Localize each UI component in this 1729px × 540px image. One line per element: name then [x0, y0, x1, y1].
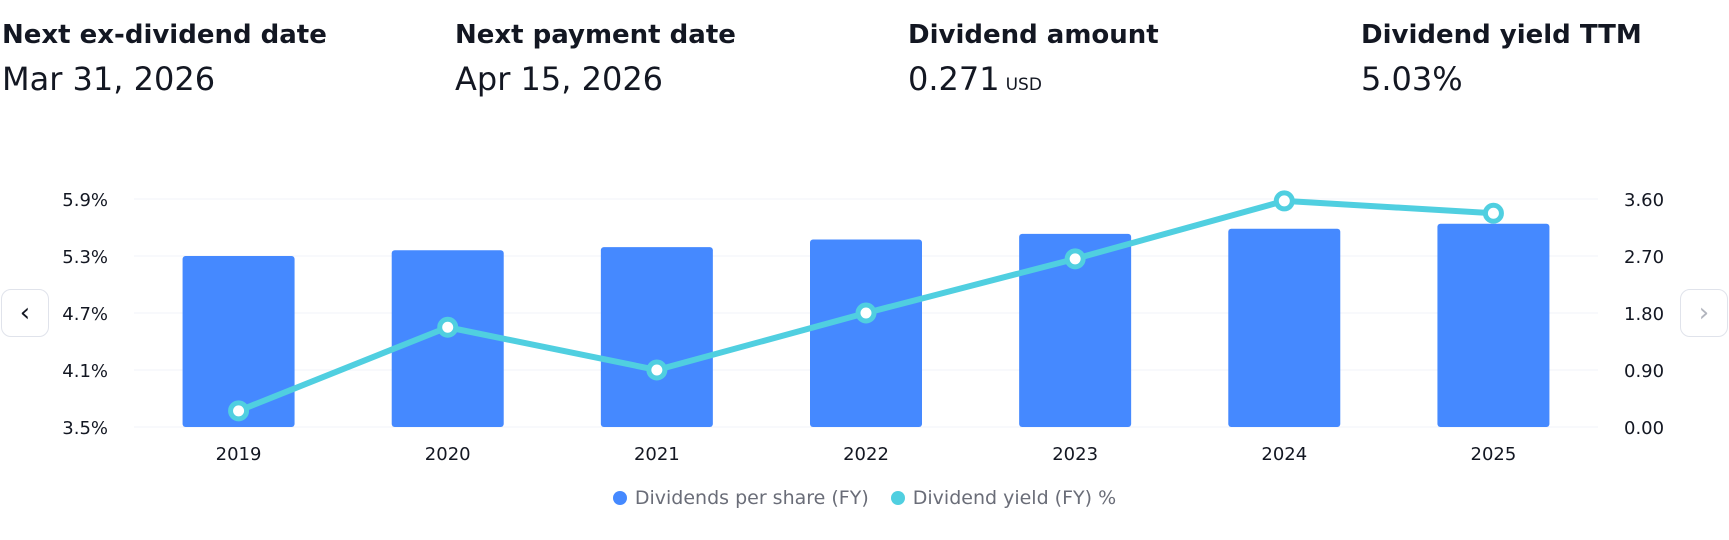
- y-axis-right-tick: 0.90: [1624, 361, 1664, 382]
- y-axis-left-tick: 4.1%: [62, 361, 108, 382]
- x-axis-tick: 2024: [1261, 444, 1307, 465]
- point-dividend-yield: [1273, 190, 1295, 212]
- next-button[interactable]: ›: [1680, 289, 1728, 337]
- stat-label: Next ex-dividend date: [2, 20, 327, 50]
- stat-dividend-yield-ttm: Dividend yield TTM 5.03%: [1361, 20, 1642, 98]
- bar-dividends: [600, 247, 713, 427]
- bar-dividends: [810, 239, 922, 427]
- y-axis-right-tick: 3.60: [1624, 190, 1664, 211]
- chevron-left-icon: ‹: [19, 298, 31, 328]
- stat-value-text: 0.271: [908, 60, 1000, 98]
- stat-label: Next payment date: [455, 20, 736, 50]
- previous-button[interactable]: ‹: [1, 289, 49, 337]
- dividend-stats: Next ex-dividend date Mar 31, 2026 Next …: [0, 0, 1729, 120]
- stat-unit: USD: [1005, 75, 1042, 95]
- x-axis-tick: 2023: [1052, 444, 1098, 465]
- bar-dividends: [1437, 223, 1550, 427]
- bar-dividends: [182, 256, 295, 427]
- legend-label-dividends: Dividends per share (FY): [634, 487, 869, 509]
- x-axis-tick: 2022: [843, 444, 889, 465]
- chart-legend: Dividends per share (FY) Dividend yield …: [0, 487, 1729, 509]
- stat-value: 0.271 USD: [908, 60, 1159, 98]
- y-axis-left-tick: 5.3%: [62, 247, 108, 268]
- stat-label: Dividend yield TTM: [1361, 20, 1642, 50]
- legend-dot-dividends: [612, 491, 627, 505]
- stat-next-payment-date: Next payment date Apr 15, 2026: [455, 20, 736, 98]
- y-axis-left-tick: 5.9%: [62, 190, 108, 211]
- legend-label-yield: Dividend yield (FY) %: [912, 487, 1117, 509]
- stat-next-ex-dividend-date: Next ex-dividend date Mar 31, 2026: [2, 20, 327, 98]
- y-axis-left-tick: 3.5%: [62, 418, 108, 439]
- x-axis-tick: 2021: [634, 444, 680, 465]
- stat-value-text: Apr 15, 2026: [455, 60, 664, 98]
- bar-dividends: [1228, 228, 1341, 427]
- point-dividend-yield: [437, 316, 459, 338]
- stat-value-text: 5.03%: [1361, 60, 1463, 98]
- bar-dividends: [1019, 233, 1132, 427]
- legend-item-yield[interactable]: Dividend yield (FY) %: [890, 487, 1117, 509]
- stat-dividend-amount: Dividend amount 0.271 USD: [908, 20, 1159, 98]
- stat-label: Dividend amount: [908, 20, 1159, 50]
- x-axis-tick: 2019: [216, 444, 262, 465]
- y-axis-right-tick: 0.00: [1624, 418, 1664, 439]
- y-axis-left-tick: 4.7%: [62, 304, 108, 325]
- stat-value: Mar 31, 2026: [2, 60, 327, 98]
- x-axis-tick: 2020: [425, 444, 471, 465]
- stat-value-text: Mar 31, 2026: [2, 60, 216, 98]
- bar-dividends: [391, 250, 504, 427]
- dividend-chart: 5.9% 5.3% 4.7% 4.1% 3.5% 3.60 2.70 1.80 0.90 0.00…: [62, 190, 1664, 465]
- point-dividend-yield: [855, 302, 877, 324]
- legend-item-dividends[interactable]: Dividends per share (FY): [612, 487, 869, 509]
- y-axis-right-tick: 2.70: [1624, 247, 1664, 268]
- point-dividend-yield: [1482, 202, 1504, 224]
- point-dividend-yield: [1064, 248, 1086, 270]
- point-dividend-yield: [228, 400, 250, 422]
- stat-value: 5.03%: [1361, 60, 1642, 98]
- point-dividend-yield: [646, 359, 668, 381]
- stat-value: Apr 15, 2026: [455, 60, 736, 98]
- chevron-right-icon: ›: [1698, 298, 1710, 328]
- x-axis-tick: 2025: [1471, 444, 1517, 465]
- y-axis-right-tick: 1.80: [1624, 304, 1664, 325]
- legend-dot-yield: [890, 491, 905, 505]
